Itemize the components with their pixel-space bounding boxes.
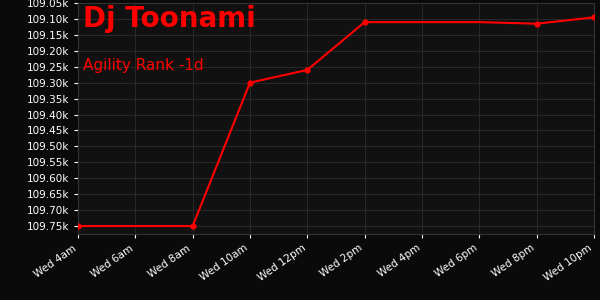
Point xyxy=(73,224,83,228)
Point xyxy=(360,20,370,25)
Point xyxy=(532,21,541,26)
Point xyxy=(302,68,312,72)
Text: Dj Toonami: Dj Toonami xyxy=(83,5,256,33)
Point xyxy=(188,224,197,228)
Point xyxy=(589,15,599,20)
Text: Agility Rank -1d: Agility Rank -1d xyxy=(83,58,204,74)
Point xyxy=(245,80,255,85)
